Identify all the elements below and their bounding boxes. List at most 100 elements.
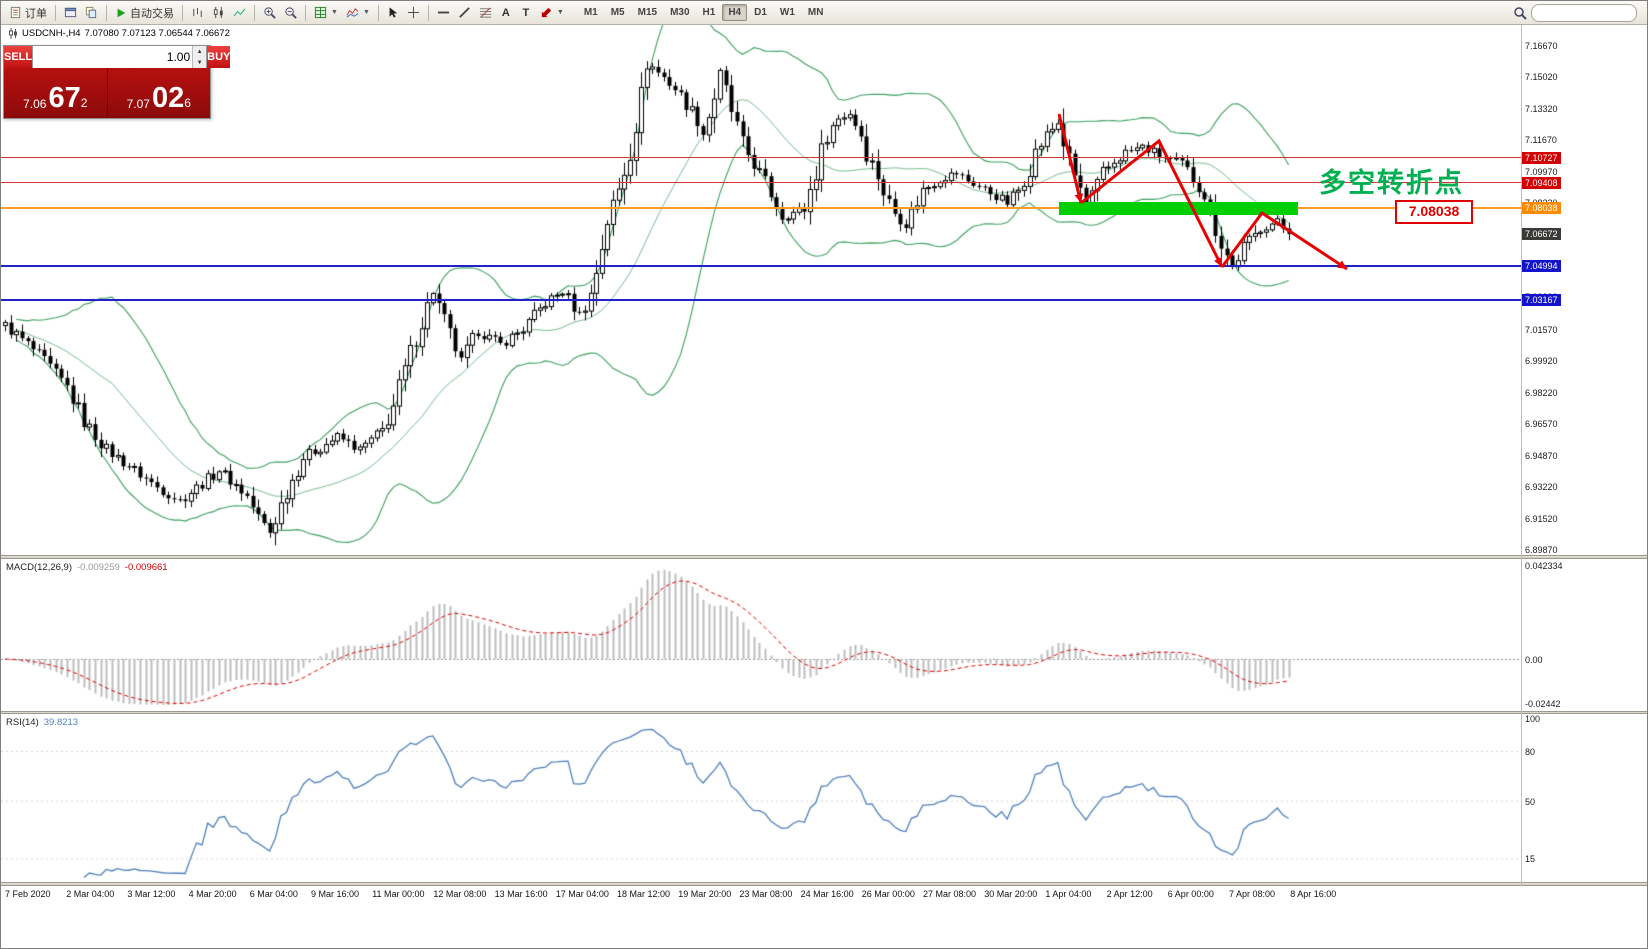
timeframe-d1[interactable]: D1 [748, 4, 773, 21]
text-tool-button[interactable]: A [496, 3, 516, 23]
macd-axis-label: 0.00 [1525, 655, 1543, 665]
price-level-line[interactable] [1, 182, 1521, 184]
time-axis-label: 9 Mar 16:00 [311, 889, 360, 899]
new-order-label: 订单 [25, 7, 47, 20]
toolbar-separator [254, 4, 255, 21]
ask-price-pip: 6 [184, 96, 191, 110]
price-level-line[interactable] [1, 157, 1521, 159]
timeframe-group: M1 M5 M15 M30 H1 H4 D1 W1 MN [578, 4, 830, 21]
rsi-name: RSI(14) [6, 717, 39, 728]
time-axis-label: 24 Mar 16:00 [800, 889, 854, 899]
macd-panel: MACD(12,26,9) -0.009259 -0.009661 0.0423… [1, 559, 1647, 711]
time-axis-label: 11 Mar 00:00 [372, 889, 425, 899]
time-axis-label: 4 Mar 20:00 [188, 889, 237, 899]
timeframe-h1[interactable]: H1 [697, 4, 722, 21]
new-chart-button[interactable]: ▼ [310, 3, 342, 23]
window-bottom-area [1, 904, 1647, 948]
charts-button[interactable] [60, 3, 81, 23]
stepper-down-icon[interactable]: ▼ [193, 57, 207, 68]
trendline-tool-button[interactable] [454, 3, 475, 23]
trendline-icon [459, 7, 470, 18]
support-zone-rect[interactable] [1059, 201, 1298, 215]
timeframe-m5[interactable]: M5 [605, 4, 631, 21]
shapes-tool-button[interactable]: ▼ [536, 3, 568, 23]
fibonacci-icon [479, 7, 491, 18]
volume-input[interactable] [33, 46, 193, 68]
price-axis-label: 7.16670 [1525, 41, 1558, 51]
buy-button[interactable]: BUY [207, 46, 231, 68]
horizontal-line-icon [437, 11, 449, 14]
panel-splitter[interactable] [1, 555, 1647, 559]
zoom-out-button[interactable] [280, 3, 301, 23]
price-chart-canvas[interactable] [1, 25, 1521, 555]
bid-price-pip: 2 [80, 96, 88, 110]
time-axis-label: 17 Mar 04:00 [555, 889, 609, 899]
horizontal-line-tool-button[interactable] [433, 3, 454, 23]
bid-price-panel[interactable]: 7.06 67 2 [4, 68, 108, 118]
price-axis-tag: 7.10727 [1522, 151, 1561, 164]
label-tool-button[interactable]: T [516, 3, 536, 23]
ask-price-panel[interactable]: 7.07 02 6 [107, 68, 210, 118]
search-input[interactable] [1531, 3, 1637, 22]
zoom-in-icon [264, 7, 276, 19]
time-axis-label: 19 Mar 20:00 [678, 889, 732, 899]
macd-canvas[interactable] [1, 559, 1521, 711]
timeframe-h4[interactable]: H4 [722, 4, 748, 21]
search-icon [1514, 6, 1527, 20]
new-order-button[interactable]: 订单 [5, 3, 51, 23]
crosshair-tool-button[interactable] [403, 3, 424, 23]
line-chart-icon [233, 8, 246, 17]
cursor-tool-button[interactable] [383, 3, 403, 23]
rsi-value: 39.8213 [43, 717, 79, 728]
bar-chart-type-button[interactable] [187, 3, 208, 23]
time-axis-label: 6 Apr 00:00 [1167, 889, 1214, 899]
macd-axis-label: -0.02442 [1525, 699, 1561, 709]
panel-splitter[interactable] [1, 711, 1647, 714]
pivot-annotation-text[interactable]: 多空转折点 [1319, 168, 1464, 198]
price-axis-label: 7.09970 [1525, 166, 1558, 177]
time-axis-label: 6 Mar 04:00 [249, 889, 298, 899]
zoom-in-button[interactable] [259, 3, 280, 23]
rsi-canvas[interactable] [1, 714, 1521, 882]
price-axis-tag: 7.06672 [1522, 227, 1561, 240]
autotrading-button[interactable]: 自动交易 [111, 3, 178, 23]
time-axis[interactable]: 7 Feb 2020 2 Mar 04:00 3 Mar 12:00 4 Mar 20… [1, 886, 1647, 904]
sell-button[interactable]: SELL [4, 46, 33, 68]
toolbar-separator [305, 4, 306, 21]
arrow-shape-icon [541, 7, 552, 18]
profiles-button[interactable] [81, 3, 102, 23]
indicators-button[interactable]: ▼ [342, 3, 374, 23]
timeframe-m1[interactable]: M1 [578, 4, 604, 21]
macd-main-value: -0.009259 [77, 562, 120, 573]
time-axis-label: 23 Mar 08:00 [739, 889, 793, 899]
price-axis-label: 7.01570 [1525, 324, 1558, 335]
stepper-up-icon[interactable]: ▲ [193, 46, 207, 57]
price-level-line[interactable] [1, 298, 1521, 301]
price-axis-tag: 7.04994 [1522, 259, 1561, 272]
time-axis-label: 3 Mar 12:00 [127, 889, 176, 899]
volume-stepper[interactable]: ▲ ▼ [192, 46, 207, 68]
price-chart-panel: 多空转折点 7.08038 USDCNH-,H4 7.07080 7.07123… [1, 25, 1647, 555]
price-axis-label: 7.13320 [1525, 103, 1558, 114]
toolbar-separator [427, 4, 429, 21]
candle-chart-type-button[interactable] [208, 3, 229, 23]
time-axis-label: 2 Mar 04:00 [66, 889, 115, 899]
timeframe-m15[interactable]: M15 [632, 4, 663, 21]
timeframe-mn[interactable]: MN [802, 4, 830, 21]
timeframe-m30[interactable]: M30 [664, 4, 695, 21]
fibonacci-tool-button[interactable] [475, 3, 496, 23]
time-axis-label: 18 Mar 12:00 [617, 889, 671, 899]
label-tool-label: T [522, 6, 530, 19]
panel-splitter[interactable] [1, 882, 1647, 886]
caret-down-icon: ▼ [331, 9, 338, 16]
price-level-line[interactable] [1, 264, 1521, 267]
bar-chart-icon [193, 7, 202, 18]
time-axis-label: 2 Apr 12:00 [1106, 889, 1153, 899]
macd-label: MACD(12,26,9) -0.009259 -0.009661 [6, 562, 168, 573]
cursor-icon [389, 7, 398, 18]
timeframe-w1[interactable]: W1 [774, 4, 801, 21]
price-callout-box[interactable]: 7.08038 [1395, 200, 1473, 224]
line-chart-type-button[interactable] [229, 3, 250, 23]
price-level-line[interactable] [1, 207, 1521, 210]
toolbar-separator [182, 4, 183, 21]
